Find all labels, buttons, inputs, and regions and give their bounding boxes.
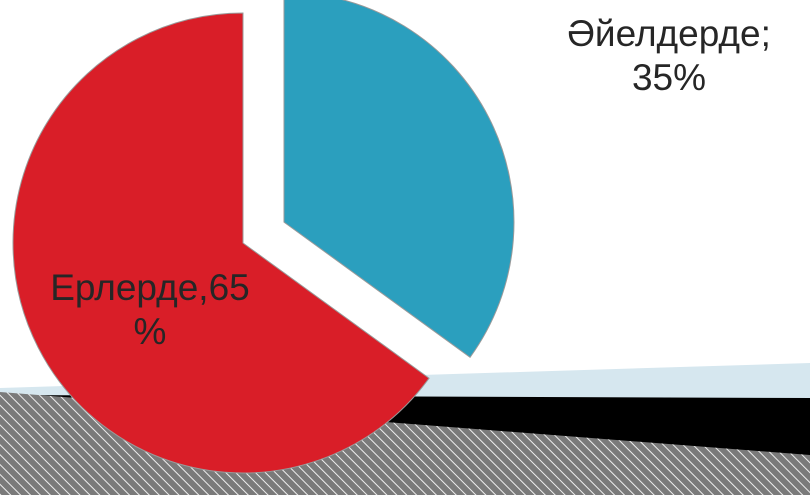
slice-label-men-line1: Ерлерде,65 xyxy=(50,267,250,308)
pie-slice-women xyxy=(283,0,515,359)
slice-label-women-line2: 35% xyxy=(631,57,707,98)
pie-slice-men xyxy=(12,12,430,474)
slice-label-men: Ерлерде,65 % xyxy=(0,266,300,354)
slice-label-men-line2: % xyxy=(133,311,167,352)
slice-label-women-line1: Әйелдерде; xyxy=(567,13,771,54)
pie-chart xyxy=(12,0,515,474)
slice-label-women: Әйелдерде; 35% xyxy=(528,12,810,100)
